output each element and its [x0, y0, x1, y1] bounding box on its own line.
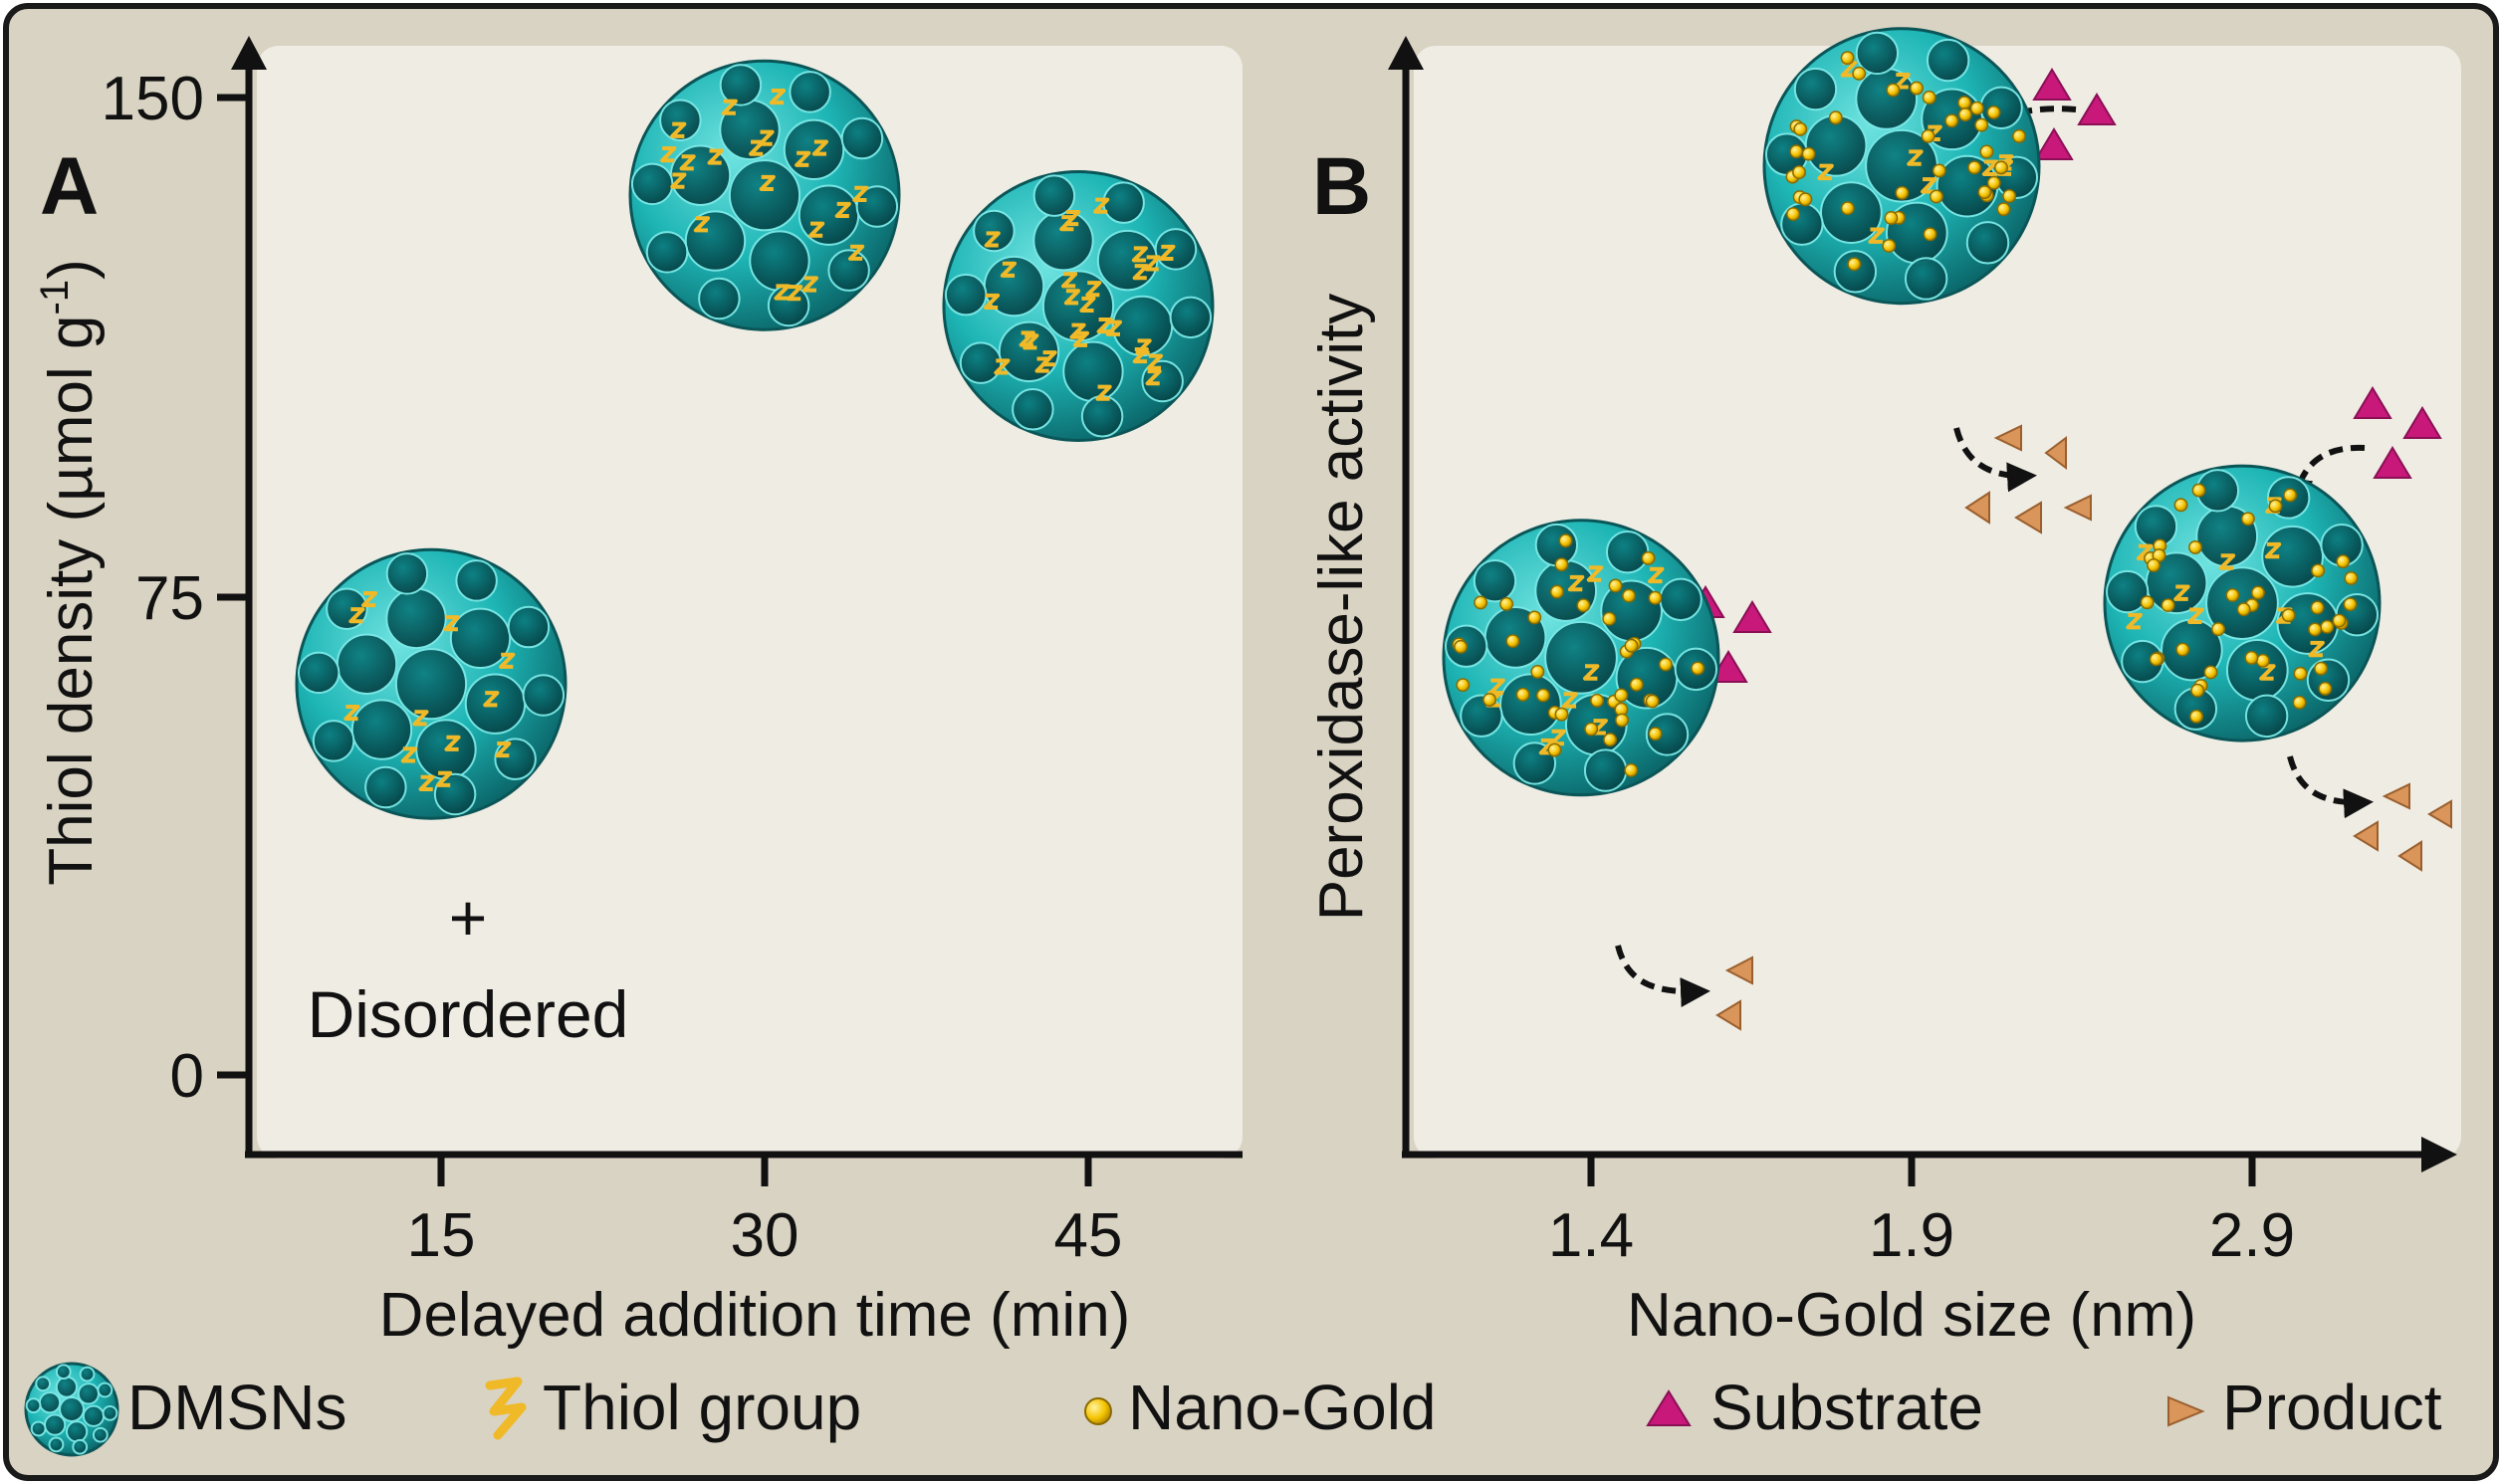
- gold-dmsn-particle-marker: [2103, 464, 2382, 742]
- panel-b-letter: B: [1312, 141, 1371, 232]
- product-triangle-icon: [2167, 1395, 2205, 1427]
- panel-a-xtick-label: 15: [407, 1201, 476, 1270]
- product-arrow: [1615, 945, 1710, 1008]
- disordered-plus: +: [449, 881, 488, 954]
- dmsn-particle-marker: [628, 59, 901, 331]
- gold-dot-icon: [1084, 1397, 1112, 1425]
- panel-b-ylabel: Peroxidase-like activity: [1307, 294, 1376, 922]
- panel-b-xtick-label: 2.9: [2209, 1201, 2295, 1270]
- panel-b-xtick-label: 1.9: [1869, 1201, 1954, 1270]
- product-arrow: [1953, 427, 2037, 493]
- panel-a-xlabel: Delayed addition time (min): [379, 1281, 1131, 1350]
- panel-a-ytick-label: 75: [135, 564, 204, 633]
- legend-label-thiol: Thiol group: [543, 1372, 861, 1443]
- panel-a-ytick-label: 150: [102, 65, 204, 133]
- dmsn-particle-marker: [295, 547, 568, 820]
- gold-dmsn-particle-marker: [1442, 519, 1720, 797]
- panel-b-xtick-label: 1.4: [1548, 1201, 1634, 1270]
- panel-b-background: [1414, 46, 2461, 1159]
- product-arrow: [2287, 755, 2374, 819]
- legend-label-substrate: Substrate: [1710, 1372, 1983, 1443]
- legend: DMSNs Thiol group Nano-Gold Substrate Pr…: [24, 1362, 2442, 1457]
- particles-layer: [295, 27, 2382, 820]
- panel-a-xtick-label: 45: [1054, 1201, 1123, 1270]
- panel-a-ylabel: Thiol density (µmol g-1): [33, 259, 106, 886]
- panel-a-ylabel-main: Thiol density (µmol g: [37, 315, 106, 885]
- legend-label-nanogold: Nano-Gold: [1128, 1372, 1437, 1443]
- gold-dmsn-particle-marker: [1762, 27, 2041, 306]
- panel-b-axes: [1388, 36, 2457, 1186]
- dmsn-legend-sphere: [24, 1362, 119, 1457]
- panel-a-ytick-label: 0: [170, 1042, 204, 1111]
- substrate-triangle-icon: [1646, 1389, 1692, 1426]
- panel-a-letter: A: [40, 141, 99, 232]
- panel-a-ylabel-sup: -1: [33, 280, 77, 316]
- legend-label-dmsns: DMSNs: [127, 1372, 346, 1443]
- legend-label-product: Product: [2222, 1372, 2442, 1443]
- panel-a-axes: [217, 36, 1243, 1186]
- panel-a-xtick-label: 30: [731, 1201, 799, 1270]
- product-triangle-icon: [1715, 424, 2452, 1031]
- dmsn-particle-marker: [942, 169, 1215, 442]
- thiol-icon: [485, 1377, 527, 1440]
- disordered-label: Disordered: [308, 977, 629, 1051]
- panel-a-ylabel-close: ): [37, 259, 106, 280]
- panel-b-xlabel: Nano-Gold size (nm): [1627, 1281, 2196, 1350]
- dmsn-icon: [24, 1362, 119, 1457]
